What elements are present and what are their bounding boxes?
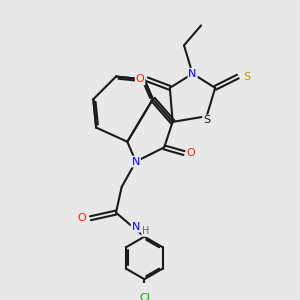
Text: N: N (188, 69, 197, 79)
Text: N: N (132, 222, 140, 232)
Text: H: H (142, 226, 149, 236)
Text: S: S (243, 71, 250, 82)
Text: O: O (78, 213, 86, 223)
Text: O: O (136, 74, 145, 84)
Text: O: O (187, 148, 196, 158)
Text: S: S (203, 116, 210, 125)
Text: Cl: Cl (139, 292, 150, 300)
Text: N: N (132, 157, 140, 166)
